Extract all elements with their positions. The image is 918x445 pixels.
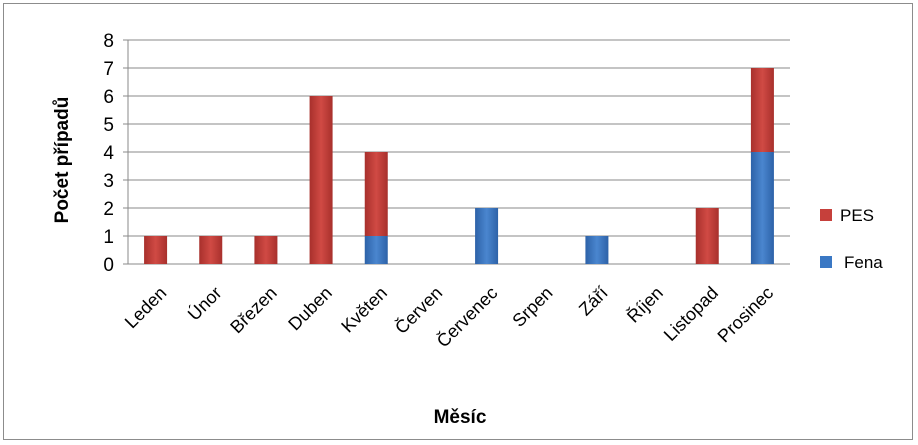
x-tick-label: Září [575, 283, 612, 320]
y-tick-label: 6 [103, 87, 114, 108]
y-axis-title: Počet případů [52, 97, 73, 224]
y-tick-label: 7 [103, 59, 114, 80]
y-tick-label: 2 [103, 199, 114, 220]
x-tick-labels: Leden Únor Březen Duben Květen ČervenČervenec… [121, 282, 777, 351]
bar-pes-2 [254, 236, 278, 264]
legend: PES Fena [820, 206, 883, 272]
x-tick-label: Říjen [623, 283, 667, 327]
y-tick-label: 1 [103, 227, 114, 248]
x-tick-label: Červen [390, 282, 446, 338]
bar-fena-11 [750, 152, 774, 264]
x-tick-label: Prosinec [714, 283, 778, 347]
x-tick-label: Červenec [432, 282, 501, 351]
x-tick-label: Leden [121, 283, 171, 333]
x-tick-label: Srpen [508, 283, 556, 331]
legend-label-fena: Fena [844, 253, 883, 272]
bar-pes-0 [144, 236, 168, 264]
bar-pes-10 [695, 208, 719, 264]
x-axis-title: Měsíc [434, 407, 487, 428]
bar-pes-3 [309, 96, 333, 264]
bars [144, 68, 774, 264]
y-tick-label: 5 [103, 115, 114, 136]
bar-pes-1 [199, 236, 223, 264]
y-tick-label: 3 [103, 171, 114, 192]
y-tick-label: 0 [103, 255, 114, 276]
x-tick-label: Listopad [660, 283, 722, 345]
bar-fena-4 [364, 236, 388, 264]
bar-pes-4 [364, 152, 388, 236]
x-tick-label: Březen [226, 283, 280, 337]
x-tick-label: Duben [284, 283, 336, 335]
bar-fena-8 [585, 236, 609, 264]
y-tick-labels: 0 1 2 3 4 5 6 7 8 [103, 31, 114, 276]
x-tick-label: Únor [183, 282, 225, 324]
legend-swatch-fena [820, 256, 832, 268]
legend-label-pes: PES [840, 206, 874, 225]
gridlines [123, 39, 790, 265]
x-tick-label: Květen [337, 283, 391, 337]
legend-swatch-pes [820, 209, 832, 221]
y-tick-label: 4 [103, 143, 114, 164]
axes [127, 40, 790, 265]
bar-fena-6 [475, 208, 499, 264]
bar-pes-11 [750, 68, 774, 152]
y-tick-label: 8 [103, 31, 114, 52]
